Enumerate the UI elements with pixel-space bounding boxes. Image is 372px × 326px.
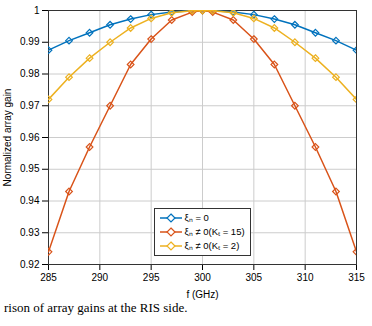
svg-text:310: 310 bbox=[297, 272, 314, 283]
svg-text:0.98: 0.98 bbox=[20, 68, 40, 79]
svg-text:Normalized array gain: Normalized array gain bbox=[2, 89, 13, 187]
html-text:ξₙ = 0: ξₙ = 0 bbox=[184, 212, 209, 223]
svg-text:f (GHz): f (GHz) bbox=[186, 289, 218, 300]
svg-text:0.96: 0.96 bbox=[20, 132, 40, 143]
svg-text:0.99: 0.99 bbox=[20, 36, 40, 47]
svg-text:305: 305 bbox=[245, 272, 262, 283]
html-text:ξₙ ≠ 0(Kₜ = 15): ξₙ ≠ 0(Kₜ = 15) bbox=[184, 226, 245, 237]
svg-text:0.97: 0.97 bbox=[20, 100, 40, 111]
svg-text:315: 315 bbox=[348, 272, 365, 283]
svg-text:290: 290 bbox=[91, 272, 108, 283]
svg-text:300: 300 bbox=[194, 272, 211, 283]
html-text:rison of array gains at the RI: rison of array gains at the RIS side. bbox=[4, 300, 188, 315]
svg-text:285: 285 bbox=[40, 272, 57, 283]
svg-text:0.95: 0.95 bbox=[20, 163, 40, 174]
svg-text:0.94: 0.94 bbox=[20, 195, 40, 206]
svg-text:0.93: 0.93 bbox=[20, 227, 40, 238]
html-text:ξₙ ≠ 0(Kₜ = 2): ξₙ ≠ 0(Kₜ = 2) bbox=[184, 240, 240, 251]
svg-text:1: 1 bbox=[34, 5, 40, 16]
svg-text:295: 295 bbox=[143, 272, 160, 283]
svg-text:0.92: 0.92 bbox=[20, 259, 40, 270]
